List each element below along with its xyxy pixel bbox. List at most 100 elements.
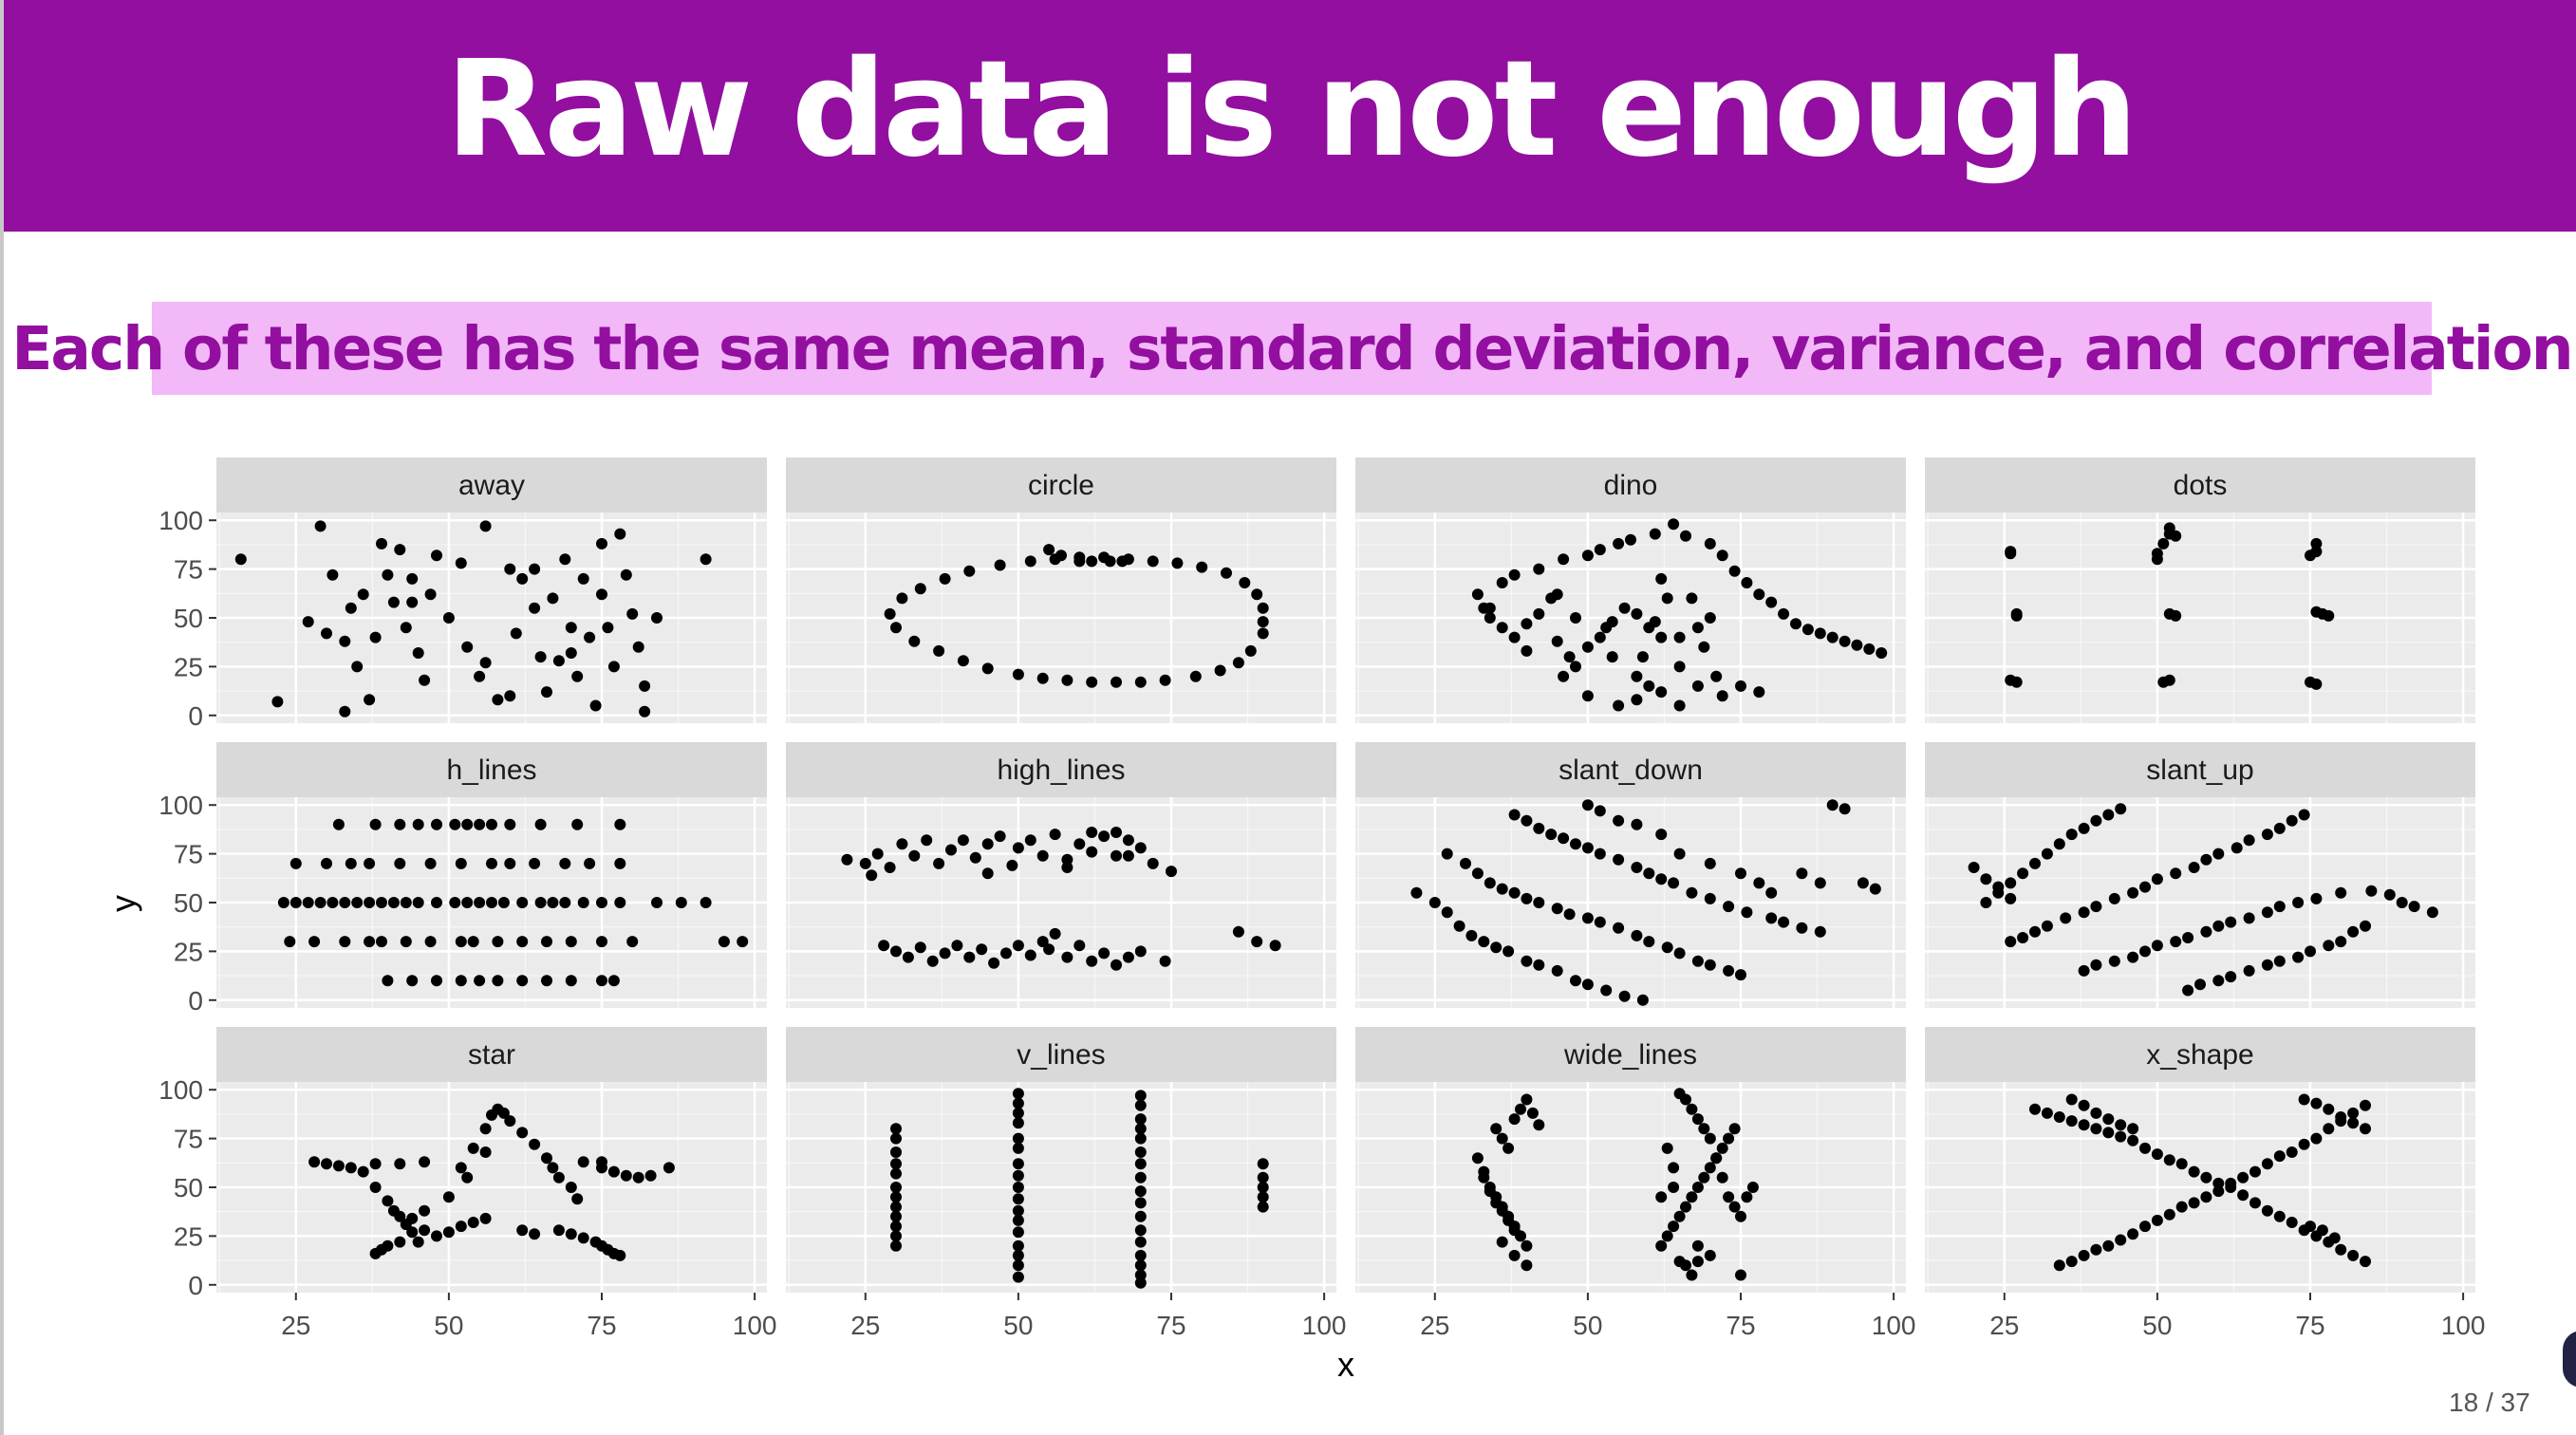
data-point (345, 857, 357, 869)
data-point (2243, 912, 2255, 924)
data-point (921, 834, 933, 847)
data-point (890, 1182, 902, 1193)
data-point (1111, 827, 1122, 838)
data-point (1992, 881, 2005, 893)
data-point (1134, 1123, 1147, 1135)
slide-nav-handle[interactable] (2563, 1331, 2576, 1388)
data-point (2335, 1111, 2347, 1123)
data-point (2170, 867, 2182, 880)
data-point (908, 849, 921, 862)
data-point (2347, 1107, 2360, 1119)
data-point (1490, 1123, 1503, 1135)
data-point (1631, 862, 1643, 873)
data-point (1673, 661, 1686, 673)
data-point (1643, 936, 1655, 948)
data-point (1686, 1103, 1698, 1115)
data-point (516, 572, 529, 585)
data-point (2212, 975, 2225, 987)
data-point (2170, 609, 2182, 622)
data-point (1012, 1204, 1024, 1217)
data-point (2305, 1221, 2316, 1233)
data-point (2115, 1119, 2127, 1131)
y-tick-label: 0 (188, 1271, 203, 1300)
y-tick-label: 0 (188, 701, 203, 731)
data-point (565, 1228, 577, 1240)
data-point (1686, 592, 1698, 605)
data-point (1098, 830, 1111, 843)
data-point (1613, 922, 1625, 934)
data-point (364, 857, 376, 869)
data-point (1061, 951, 1073, 963)
y-tick-label: 25 (174, 937, 203, 966)
data-point (1581, 690, 1594, 702)
data-point (321, 1158, 332, 1170)
x-tick-label: 50 (434, 1311, 463, 1340)
data-point (1521, 892, 1533, 904)
data-point (2365, 885, 2378, 897)
data-point (1551, 903, 1563, 915)
data-point (1257, 627, 1269, 640)
data-point (2261, 829, 2273, 841)
data-point (2310, 1097, 2323, 1109)
data-point (529, 857, 541, 869)
data-point (596, 1156, 607, 1168)
data-point (516, 975, 529, 987)
x-tick-label: 100 (1302, 1311, 1347, 1340)
data-point (1147, 555, 1159, 568)
facet-strip (1355, 457, 1906, 512)
data-point (1134, 1099, 1147, 1111)
data-point (1055, 550, 1067, 562)
data-point (1735, 680, 1746, 692)
data-point (2335, 886, 2347, 899)
data-point (1484, 602, 1496, 614)
data-point (933, 857, 945, 869)
data-point (1735, 1269, 1746, 1281)
data-point (584, 857, 596, 869)
data-point (1533, 959, 1545, 971)
data-point (584, 631, 596, 643)
data-point (369, 1158, 382, 1170)
data-point (406, 975, 419, 987)
data-point (963, 951, 976, 963)
data-point (2102, 1239, 2115, 1252)
y-tick-label: 75 (174, 1125, 203, 1154)
data-point (1257, 616, 1269, 628)
facet-label: slant_down (1559, 755, 1703, 786)
data-point (871, 848, 884, 860)
data-point (1508, 631, 1521, 643)
data-point (541, 936, 552, 948)
facet-label: high_lines (997, 755, 1125, 786)
data-point (2041, 848, 2053, 860)
data-point (1012, 940, 1024, 952)
data-point (2200, 1191, 2212, 1203)
data-point (492, 975, 504, 987)
data-point (890, 1167, 902, 1180)
data-point (1122, 834, 1134, 847)
data-point (1600, 984, 1613, 997)
data-point (455, 857, 467, 869)
data-point (2212, 920, 2225, 932)
data-point (2102, 809, 2115, 821)
data-point (474, 670, 486, 682)
data-point (1257, 1201, 1269, 1213)
data-point (1796, 922, 1808, 934)
data-point (1533, 607, 1545, 620)
facet-label: away (458, 470, 525, 501)
data-point (2323, 609, 2335, 622)
data-point (1257, 1171, 1269, 1183)
data-point (412, 818, 424, 830)
data-point (431, 975, 442, 987)
data-point (461, 1171, 474, 1183)
data-point (2115, 1130, 2127, 1143)
data-point (2175, 1201, 2188, 1213)
facet-panel-dino: dino (1355, 457, 1906, 723)
data-point (2237, 1171, 2249, 1183)
data-point (1012, 1193, 1024, 1205)
data-point (1460, 857, 1471, 869)
data-point (552, 1224, 565, 1237)
data-point (614, 1249, 626, 1261)
data-point (339, 635, 351, 647)
data-point (2151, 1148, 2163, 1161)
facet-panel-wide_lines: wide_lines 25 50 75 100 (1355, 1027, 1915, 1340)
data-point (2360, 1099, 2371, 1111)
